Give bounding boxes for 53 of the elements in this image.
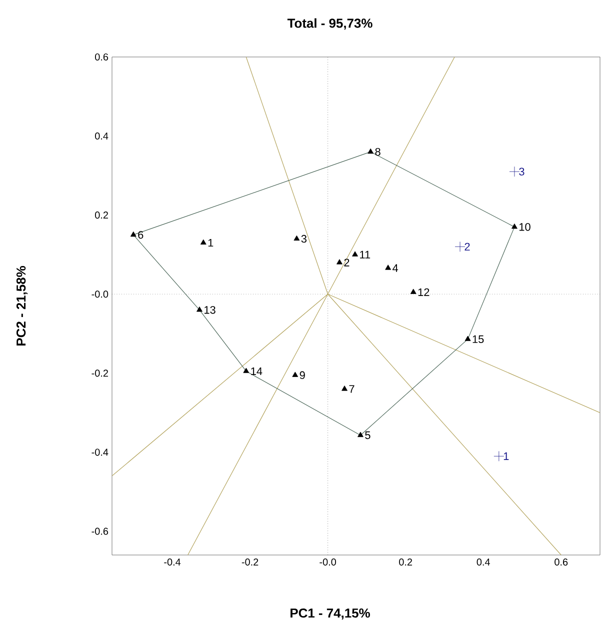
point — [385, 264, 392, 270]
series-label: 13 — [204, 306, 216, 314]
series-label: 3 — [301, 234, 306, 243]
series-label: 7 — [349, 385, 354, 393]
point — [130, 231, 136, 237]
series-label: 2 — [344, 258, 350, 266]
series-label: 10 — [519, 223, 530, 231]
point — [368, 148, 374, 154]
y-tick-label: 0.2 — [95, 212, 108, 219]
point — [494, 451, 504, 462]
series-label: 6 — [138, 230, 144, 239]
point — [464, 336, 471, 341]
y-tick-label: 0.6 — [95, 53, 108, 61]
point — [336, 259, 342, 264]
y-tick-label: 0.4 — [95, 132, 108, 140]
x-tick-label: -0.4 — [164, 558, 181, 566]
y-tick-label: -0.6 — [92, 528, 108, 535]
x-tick-label: -0.2 — [242, 558, 258, 566]
y-tick-label: -0.0 — [92, 290, 108, 298]
series-label: 9 — [300, 371, 305, 380]
series-label: 1 — [504, 452, 509, 460]
series-label: 15 — [472, 335, 484, 344]
point — [243, 368, 250, 373]
point — [509, 166, 520, 177]
point — [292, 372, 298, 377]
series-label: 2 — [464, 242, 470, 251]
point — [410, 288, 416, 294]
point — [454, 242, 466, 252]
y-axis-title: PC2 - 21,58% — [16, 266, 28, 346]
point — [200, 239, 206, 245]
series-label: 4 — [392, 264, 398, 272]
series-label: 1 — [208, 238, 214, 247]
series-label: 3 — [519, 168, 524, 176]
x-axis-title: PC1 - 74,15% — [290, 608, 370, 620]
series-label: 5 — [365, 431, 370, 440]
series-label: 11 — [360, 250, 370, 258]
point — [294, 235, 300, 241]
y-tick-label: -0.4 — [92, 448, 108, 456]
series-label: 12 — [418, 288, 430, 296]
point — [512, 224, 518, 229]
y-tick-label: -0.2 — [92, 370, 108, 377]
series-label: 8 — [375, 148, 380, 156]
x-tick-label: -0.0 — [320, 558, 336, 566]
point — [342, 386, 348, 391]
x-tick-label: 0.2 — [399, 558, 412, 566]
point — [358, 432, 364, 438]
line-series — [112, 56, 600, 555]
series-label: 14 — [251, 367, 262, 375]
point — [352, 251, 358, 256]
chart-title: Total - 95,73% — [287, 18, 372, 30]
x-tick-label: 0.4 — [476, 558, 490, 566]
point — [196, 306, 202, 312]
x-tick-label: 0.6 — [554, 558, 568, 566]
